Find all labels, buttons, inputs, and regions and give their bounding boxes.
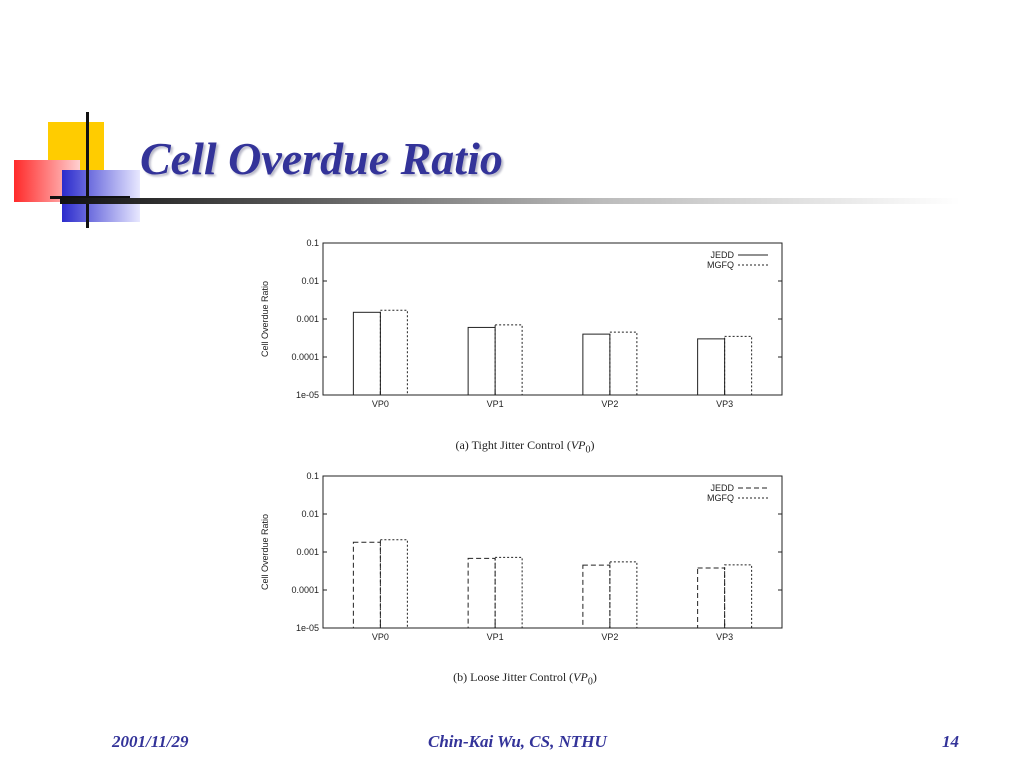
y-tick-label: 0.1 <box>306 471 319 481</box>
bar-mgfq <box>379 309 408 396</box>
bar-jedd <box>467 326 496 396</box>
bar-jedd <box>352 311 381 396</box>
bar-jedd <box>697 567 726 629</box>
footer-page-number: 14 <box>942 732 959 751</box>
legend-label: MGFQ <box>707 493 734 503</box>
bar-jedd <box>582 564 611 629</box>
footer-author: Chin-Kai Wu, CS, NTHU <box>428 732 607 751</box>
title-underline <box>60 198 960 204</box>
legend-label: JEDD <box>710 483 734 493</box>
y-axis-label: Cell Overdue Ratio <box>260 281 270 357</box>
deco-horizontal-line <box>50 196 130 199</box>
bar-jedd <box>352 541 381 629</box>
x-tick-label: VP1 <box>487 399 504 409</box>
bar-mgfq <box>724 335 753 396</box>
bar-jedd <box>467 557 496 629</box>
bar-mgfq <box>379 539 408 629</box>
y-axis-label: Cell Overdue Ratio <box>260 514 270 590</box>
y-tick-label: 0.01 <box>301 509 319 519</box>
x-tick-label: VP2 <box>601 399 618 409</box>
y-tick-label: 0.0001 <box>291 585 319 595</box>
chart-caption: (a) Tight Jitter Control (VP0) <box>455 438 595 456</box>
x-tick-label: VP3 <box>716 399 733 409</box>
y-tick-label: 0.01 <box>301 276 319 286</box>
chart-tight-jitter: 1e-05 0.0001 0.001 0.01 0.1 Cell Overdue Rati… <box>250 232 800 460</box>
x-tick-label: VP2 <box>601 632 618 642</box>
chart-loose-jitter-plot: 1e-05 0.0001 0.001 0.01 0.1 Cell Overdue Rati… <box>260 471 783 642</box>
bar-mgfq <box>494 556 523 629</box>
bar-jedd <box>697 338 726 396</box>
legend-label: MGFQ <box>707 260 734 270</box>
chart-caption: (b) Loose Jitter Control (VP0) <box>453 670 597 688</box>
y-tick-label: 1e-05 <box>296 390 319 400</box>
y-tick-label: 1e-05 <box>296 623 319 633</box>
y-tick-label: 0.1 <box>306 238 319 248</box>
chart-loose-jitter: 1e-05 0.0001 0.001 0.01 0.1 Cell Overdue Rati… <box>250 465 800 693</box>
bar-mgfq <box>609 561 638 629</box>
x-tick-label: VP3 <box>716 632 733 642</box>
y-tick-label: 0.001 <box>296 314 319 324</box>
x-tick-label: VP0 <box>372 632 389 642</box>
y-tick-label: 0.0001 <box>291 352 319 362</box>
bar-mgfq <box>494 324 523 396</box>
legend-label: JEDD <box>710 250 734 260</box>
chart-tight-jitter-plot: 1e-05 0.0001 0.001 0.01 0.1 Cell Overdue Rati… <box>260 238 783 409</box>
slide-title: Cell Overdue Ratio <box>140 133 503 184</box>
x-tick-label: VP1 <box>487 632 504 642</box>
y-tick-label: 0.001 <box>296 547 319 557</box>
bar-mgfq <box>724 564 753 629</box>
bar-mgfq <box>609 331 638 396</box>
footer-date: 2001/11/29 <box>112 732 189 751</box>
bar-jedd <box>582 333 611 396</box>
deco-vertical-line <box>86 112 89 228</box>
x-tick-label: VP0 <box>372 399 389 409</box>
